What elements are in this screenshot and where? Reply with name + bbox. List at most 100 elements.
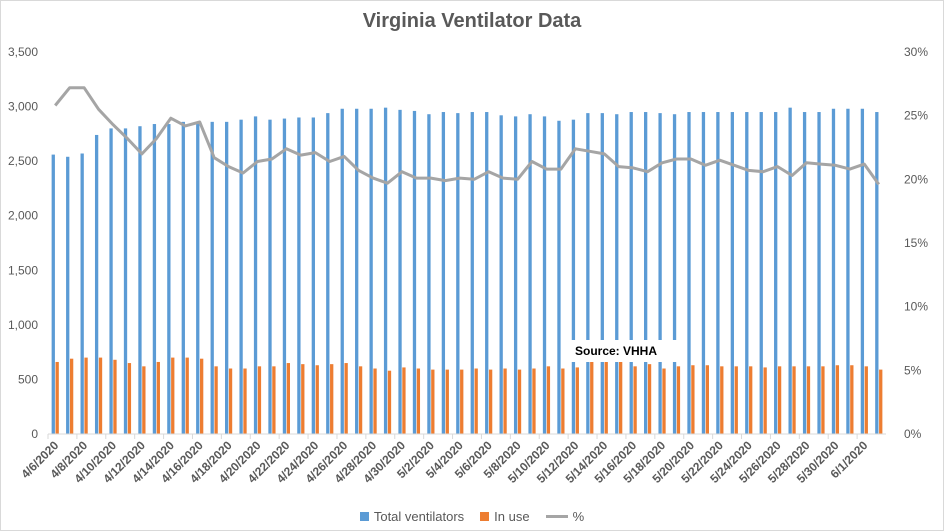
bar-in-use [835,365,840,434]
bar-in-use [257,366,262,434]
bar-in-use [474,368,478,434]
bar-in-use [330,364,334,434]
bar-total-ventilators [167,124,171,434]
bar-in-use [619,361,623,434]
legend-item-percent: % [545,509,585,524]
bar-total-ventilators [123,128,128,434]
y2-tick-label: 20% [904,172,928,186]
bar-in-use [113,359,117,434]
bar-in-use [647,364,652,434]
y2-tick-label: 10% [904,300,928,314]
bar-total-ventilators [745,112,749,435]
y2-tick-label: 25% [904,109,928,123]
bar-total-ventilators [94,134,99,434]
bar-in-use [879,369,883,434]
bar-in-use [633,366,637,434]
bar-in-use [84,357,88,434]
bar-total-ventilators [557,120,561,434]
bar-in-use [821,366,825,434]
legend-swatch-total [359,512,369,521]
legend-label-percent: % [572,509,585,524]
legend-item-total: Total ventilators [359,509,464,524]
y-tick-label: 0 [31,427,38,441]
bar-total-ventilators [846,108,850,435]
bar-in-use [344,363,348,434]
bar-total-ventilators [513,116,518,434]
bar-total-ventilators [282,118,287,434]
bar-total-ventilators [181,121,185,434]
bar-in-use [301,364,305,434]
bar-in-use [777,366,782,434]
bar-total-ventilators [658,113,662,435]
bar-in-use [402,367,406,434]
bar-in-use [792,366,796,434]
y-tick-label: 500 [18,372,38,386]
bar-total-ventilators [875,112,879,435]
bar-in-use [734,366,738,434]
bar-total-ventilators [528,114,532,434]
bar-total-ventilators [51,154,55,434]
bar-total-ventilators [412,110,417,435]
bar-in-use [850,365,854,434]
bar-total-ventilators [701,112,706,435]
bar-total-ventilators [225,121,229,434]
bar-in-use [243,368,247,434]
bar-total-ventilators [759,112,763,435]
bar-in-use [200,358,204,434]
bar-in-use [142,366,146,434]
legend-item-inuse: In use [480,509,530,524]
bar-total-ventilators [716,112,720,435]
bar-total-ventilators [340,108,344,435]
bar-in-use [358,366,363,434]
bar-total-ventilators [629,112,633,435]
bar-in-use [416,368,421,434]
bar-in-use [156,361,160,434]
bar-total-ventilators [210,121,214,434]
y2-tick-label: 15% [904,236,928,250]
chart-legend: Total ventilators In use % [0,509,944,524]
bar-total-ventilators [470,112,474,435]
bar-in-use [532,368,536,434]
bar-total-ventilators [485,112,489,435]
bar-total-ventilators [355,108,359,435]
chart-title: Virginia Ventilator Data [362,10,582,32]
bar-total-ventilators [600,113,604,435]
bar-in-use [373,368,377,434]
bar-in-use [431,369,435,434]
bar-total-ventilators [297,117,301,434]
bar-in-use [55,361,59,434]
bar-in-use [561,368,565,434]
bar-in-use [286,363,290,434]
bar-total-ventilators [80,153,84,434]
y2-tick-label: 0% [904,427,922,441]
bar-in-use [691,365,695,434]
bar-total-ventilators [571,119,576,434]
bar-total-ventilators [427,114,431,434]
y-tick-label: 2,000 [8,209,38,223]
source-annotation: Source: VHHA [571,340,685,362]
bar-total-ventilators [774,112,778,435]
bar-in-use [488,369,493,434]
bar-total-ventilators [499,115,503,434]
bar-in-use [720,366,724,434]
bar-in-use [590,360,594,434]
bar-total-ventilators [152,124,157,434]
bar-in-use [705,365,709,434]
bar-in-use [517,369,522,434]
bar-in-use [662,368,666,434]
bar-in-use [503,368,507,434]
bar-total-ventilators [383,107,388,435]
bar-total-ventilators [586,113,590,435]
bar-total-ventilators [239,119,243,434]
bar-in-use [69,358,74,434]
bar-total-ventilators [398,109,402,435]
y2-tick-label: 5% [904,363,922,377]
bar-in-use [387,370,392,434]
bar-in-use [806,366,811,434]
line-percent [54,86,881,186]
bar-in-use [214,366,218,434]
bar-in-use [864,366,868,434]
bar-in-use [763,367,767,434]
bar-in-use [171,357,175,434]
